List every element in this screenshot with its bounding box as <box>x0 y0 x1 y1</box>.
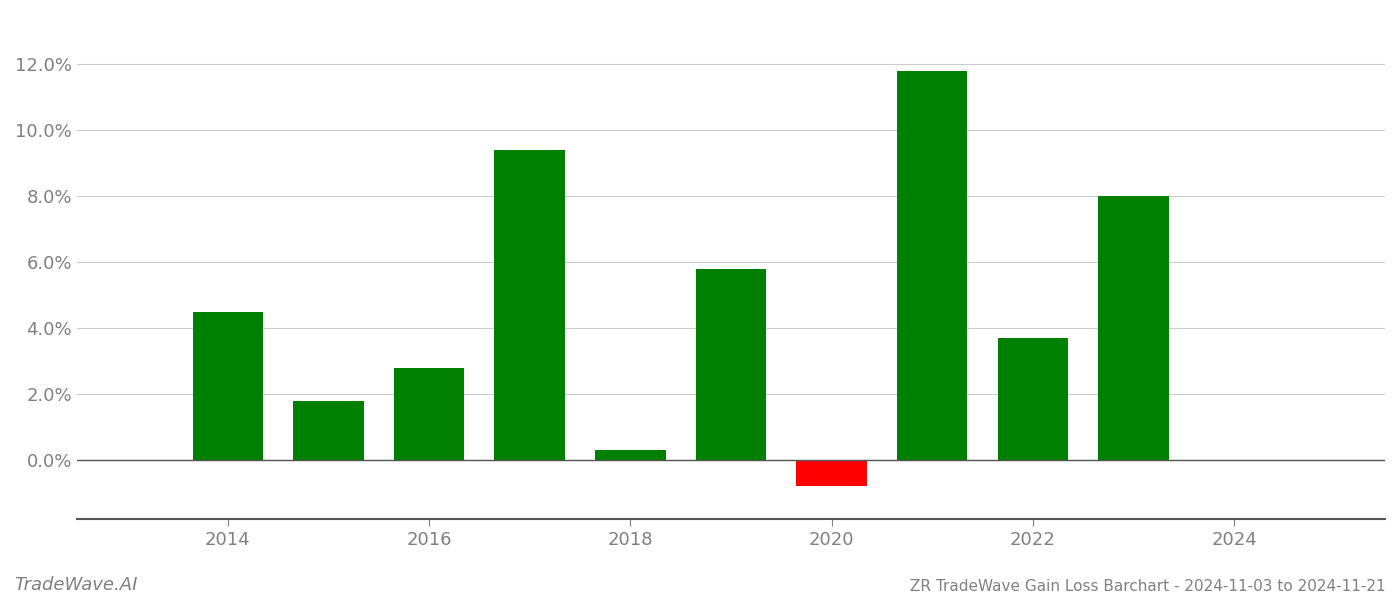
Bar <box>1098 196 1169 460</box>
Text: TradeWave.AI: TradeWave.AI <box>14 576 137 594</box>
Bar <box>293 401 364 460</box>
Bar <box>797 460 867 486</box>
Bar <box>393 368 465 460</box>
Bar <box>998 338 1068 460</box>
Text: ZR TradeWave Gain Loss Barchart - 2024-11-03 to 2024-11-21: ZR TradeWave Gain Loss Barchart - 2024-1… <box>910 579 1386 594</box>
Bar <box>595 450 665 460</box>
Bar <box>494 150 564 460</box>
Bar <box>696 269 766 460</box>
Bar <box>193 311 263 460</box>
Bar <box>897 71 967 460</box>
